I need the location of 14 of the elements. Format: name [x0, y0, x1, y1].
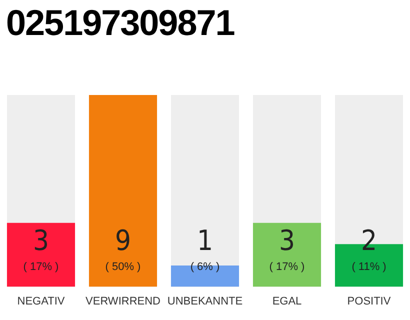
x-tick-label: UNBEKANNTE [167, 295, 243, 308]
annotation: ( 17% ) [23, 260, 59, 273]
data-label: 9 [114, 224, 132, 258]
x-tick-label: NEGATIV [17, 295, 66, 308]
data-label: 1 [196, 224, 214, 258]
x-tick-label: POSITIV [347, 295, 392, 308]
annotation: ( 17% ) [269, 260, 305, 273]
x-tick-label: VERWIRREND [86, 295, 161, 308]
data-label: 3 [32, 224, 50, 258]
x-tick-label: EGAL [272, 295, 302, 308]
chart-title: 025197309871 [6, 2, 234, 44]
data-label: 3 [278, 224, 296, 258]
annotation: ( 50% ) [105, 260, 141, 273]
annotation: ( 11% ) [352, 260, 386, 273]
